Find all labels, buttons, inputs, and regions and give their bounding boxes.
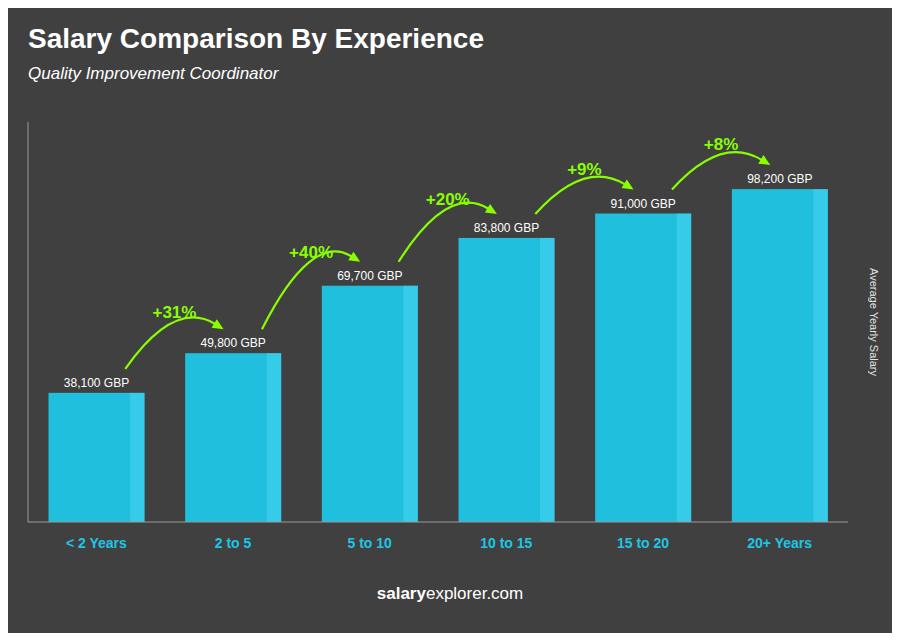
svg-text:< 2 Years: < 2 Years [66, 535, 127, 551]
svg-text:+8%: +8% [704, 135, 739, 154]
svg-text:+31%: +31% [152, 303, 196, 322]
svg-text:+40%: +40% [289, 243, 333, 262]
html-text:Salary Comparison By Experienc: Salary Comparison By Experience [28, 23, 484, 54]
svg-text:15 to 20: 15 to 20 [617, 535, 669, 551]
svg-text:+20%: +20% [426, 190, 470, 209]
svg-text:38,100 GBP: 38,100 GBP [64, 376, 129, 390]
svg-text:5 to 10: 5 to 10 [347, 535, 392, 551]
html-text:salary explorer.com: salary explorer.com [376, 584, 524, 603]
svg-text:+9%: +9% [567, 160, 602, 179]
html-text:Average Yearly Salary: Average Yearly Salary [868, 268, 880, 376]
html-text:Quality Improvement Coordinato: Quality Improvement Coordinator [28, 64, 279, 83]
svg-text:83,800 GBP: 83,800 GBP [474, 221, 539, 235]
svg-text:2 to 5: 2 to 5 [215, 535, 252, 551]
svg-text:69,700 GBP: 69,700 GBP [337, 269, 402, 283]
svg-text:91,000 GBP: 91,000 GBP [610, 197, 675, 211]
svg-text:49,800 GBP: 49,800 GBP [200, 336, 265, 350]
svg-text:20+ Years: 20+ Years [747, 535, 812, 551]
svg-text:10 to 15: 10 to 15 [480, 535, 532, 551]
svg-text:98,200 GBP: 98,200 GBP [747, 172, 812, 186]
